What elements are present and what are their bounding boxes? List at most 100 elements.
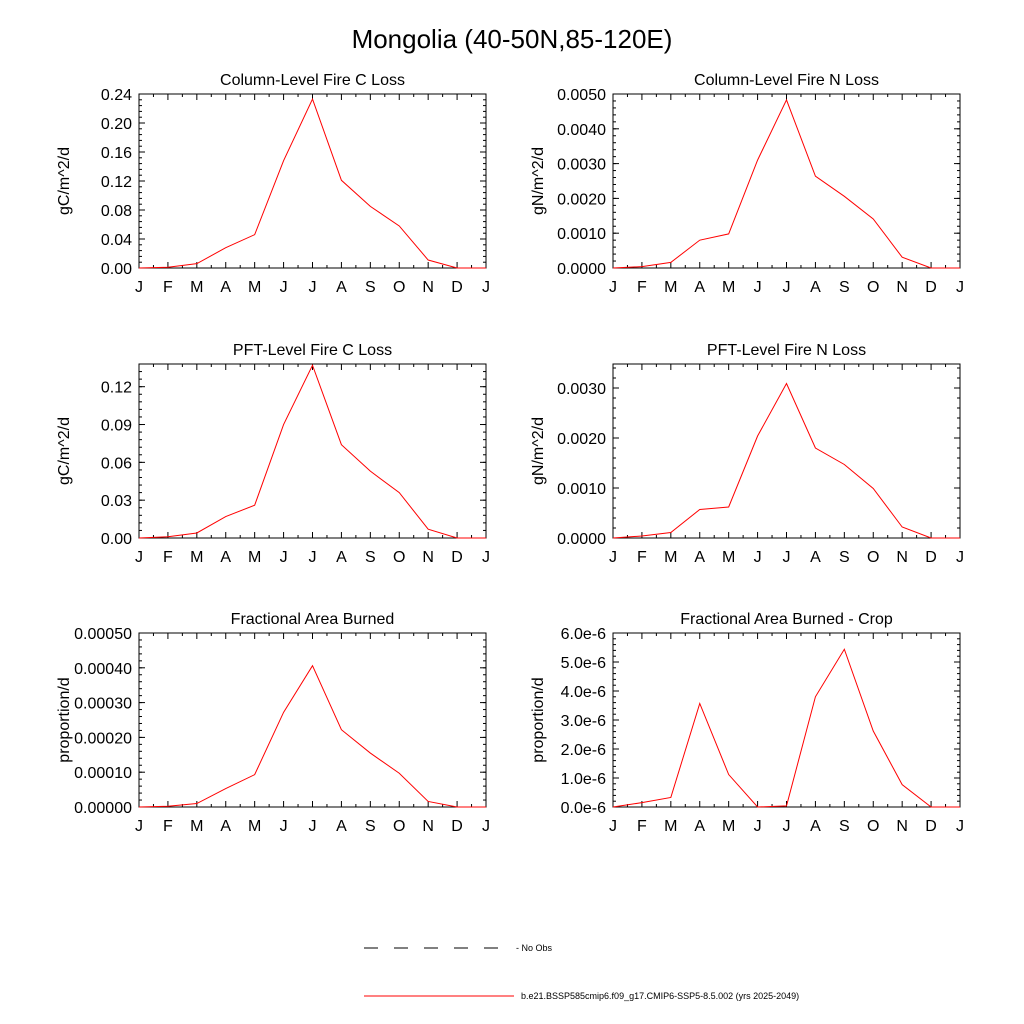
chart-4-x-tick-label: M [664, 549, 677, 566]
chart-6-y-axis-label: proportion/d [530, 677, 547, 762]
chart-5-plot-frame [138, 632, 487, 808]
chart-6-x-tick-label: J [783, 818, 791, 835]
chart-5-x-tick-label: A [220, 818, 231, 835]
chart-2-x-tick-label: S [839, 279, 850, 296]
chart-6-x-tick-label: J [754, 818, 762, 835]
chart-6-y-tick-label: 6.0e-6 [561, 626, 606, 643]
chart-4-y-tick-label: 0.0010 [557, 481, 606, 498]
chart-5-series-line-1 [138, 664, 486, 808]
chart-6-x-tick-label: M [722, 818, 735, 835]
chart-6-y-tick-label: 4.0e-6 [561, 684, 606, 701]
chart-3-x-tick-label: J [135, 549, 143, 566]
chart-1-y-tick-label: 0.08 [101, 203, 132, 220]
chart-1-y-tick-label: 0.00 [101, 261, 132, 278]
chart-3-y-tick-label: 0.00 [101, 531, 132, 548]
chart-1-x-tick-label: F [163, 279, 173, 296]
chart-4-y-tick-label: 0.0030 [557, 381, 606, 398]
chart-5-x-tick-label: O [393, 818, 405, 835]
chart-6-y-tick-label: 5.0e-6 [561, 655, 606, 672]
chart-2-x-tick-label: J [956, 279, 964, 296]
chart-4-x-tick-label: N [896, 549, 908, 566]
chart-4-x-tick-label: J [609, 549, 617, 566]
chart-1-y-tick-label: 0.04 [101, 232, 132, 249]
chart-2-x-tick-label: A [810, 279, 821, 296]
chart-2-x-tick-label: M [722, 279, 735, 296]
chart-6-x-tick-label: A [694, 818, 705, 835]
chart-3-x-tick-label: N [422, 549, 434, 566]
chart-1-x-tick-label: S [365, 279, 376, 296]
chart-1-y-tick-label: 0.16 [101, 145, 132, 162]
chart-1-y-tick-label: 0.12 [101, 174, 132, 191]
chart-3-y-tick-label: 0.09 [101, 418, 132, 435]
chart-6-title: Fractional Area Burned - Crop [680, 611, 893, 628]
chart-4-plot-frame [612, 363, 961, 539]
chart-4-x-tick-label: J [783, 549, 791, 566]
chart-5-y-tick-label: 0.00030 [74, 696, 132, 713]
chart-5-y-tick-label: 0.00020 [74, 730, 132, 747]
chart-5-y-tick-label: 0.00040 [74, 661, 132, 678]
chart-4-y-tick-label: 0.0000 [557, 531, 606, 548]
chart-3-x-tick-label: O [393, 549, 405, 566]
chart-5-x-tick-label: J [482, 818, 490, 835]
chart-3-y-tick-label: 0.12 [101, 380, 132, 397]
chart-5-x-tick-label: M [248, 818, 261, 835]
chart-6-x-tick-label: A [810, 818, 821, 835]
chart-4-x-tick-label: O [867, 549, 879, 566]
chart-1-x-tick-label: J [280, 279, 288, 296]
chart-1-y-axis-label: gC/m^2/d [56, 147, 73, 215]
chart-1-x-tick-label: D [451, 279, 463, 296]
chart-6-x-tick-label: F [637, 818, 647, 835]
chart-3-y-tick-label: 0.03 [101, 493, 132, 510]
chart-1-title: Column-Level Fire C Loss [220, 72, 405, 89]
legend-label-no-obs: - No Obs [516, 943, 553, 953]
chart-3-x-tick-label: J [482, 549, 490, 566]
chart-4-x-tick-label: J [754, 549, 762, 566]
chart-5-x-tick-label: S [365, 818, 376, 835]
chart-3-y-tick-label: 0.06 [101, 455, 132, 472]
chart-4-y-axis-label: gN/m^2/d [530, 417, 547, 485]
chart-1-x-tick-label: M [248, 279, 261, 296]
chart-2-y-tick-label: 0.0040 [557, 122, 606, 139]
chart-2-x-tick-label: F [637, 279, 647, 296]
chart-1-y-tick-label: 0.20 [101, 116, 132, 133]
chart-3-x-tick-label: D [451, 549, 463, 566]
chart-2-x-tick-label: J [754, 279, 762, 296]
chart-2-x-tick-label: O [867, 279, 879, 296]
chart-2-x-tick-label: J [783, 279, 791, 296]
chart-6-x-tick-label: J [609, 818, 617, 835]
chart-1-x-tick-label: J [482, 279, 490, 296]
chart-1-plot-frame [138, 93, 487, 269]
chart-3-x-tick-label: M [190, 549, 203, 566]
chart-3-x-tick-label: M [248, 549, 261, 566]
chart-5-x-tick-label: M [190, 818, 203, 835]
chart-5-y-tick-label: 0.00000 [74, 800, 132, 817]
chart-6-x-tick-label: O [867, 818, 879, 835]
legend-label-model-run: b.e21.BSSP585cmip6.f09_g17.CMIP6-SSP5-8.… [521, 991, 799, 1001]
chart-5-y-tick-label: 0.00050 [74, 626, 132, 643]
chart-5-x-tick-label: J [309, 818, 317, 835]
chart-2-series-line-1 [612, 98, 960, 269]
chart-4-x-tick-label: D [925, 549, 937, 566]
chart-2-x-tick-label: A [694, 279, 705, 296]
chart-6-plot-frame [612, 632, 961, 808]
chart-2-y-tick-label: 0.0050 [557, 87, 606, 104]
chart-4-x-tick-label: A [810, 549, 821, 566]
chart-4-x-tick-label: A [694, 549, 705, 566]
chart-2-y-tick-label: 0.0010 [557, 226, 606, 243]
legend: - No Obs b.e21.BSSP585cmip6.f09_g17.CMIP… [364, 943, 799, 1001]
chart-4-title: PFT-Level Fire N Loss [707, 342, 866, 359]
chart-4-x-tick-label: F [637, 549, 647, 566]
chart-2-y-axis-label: gN/m^2/d [530, 147, 547, 215]
chart-1-x-tick-label: M [190, 279, 203, 296]
chart-4-x-tick-label: S [839, 549, 850, 566]
chart-6-y-tick-label: 3.0e-6 [561, 713, 606, 730]
chart-3-x-tick-label: A [220, 549, 231, 566]
chart-3-x-tick-label: S [365, 549, 376, 566]
figure-title: Mongolia (40-50N,85-120E) [352, 24, 673, 54]
chart-4-x-tick-label: M [722, 549, 735, 566]
chart-2-y-tick-label: 0.0030 [557, 157, 606, 174]
